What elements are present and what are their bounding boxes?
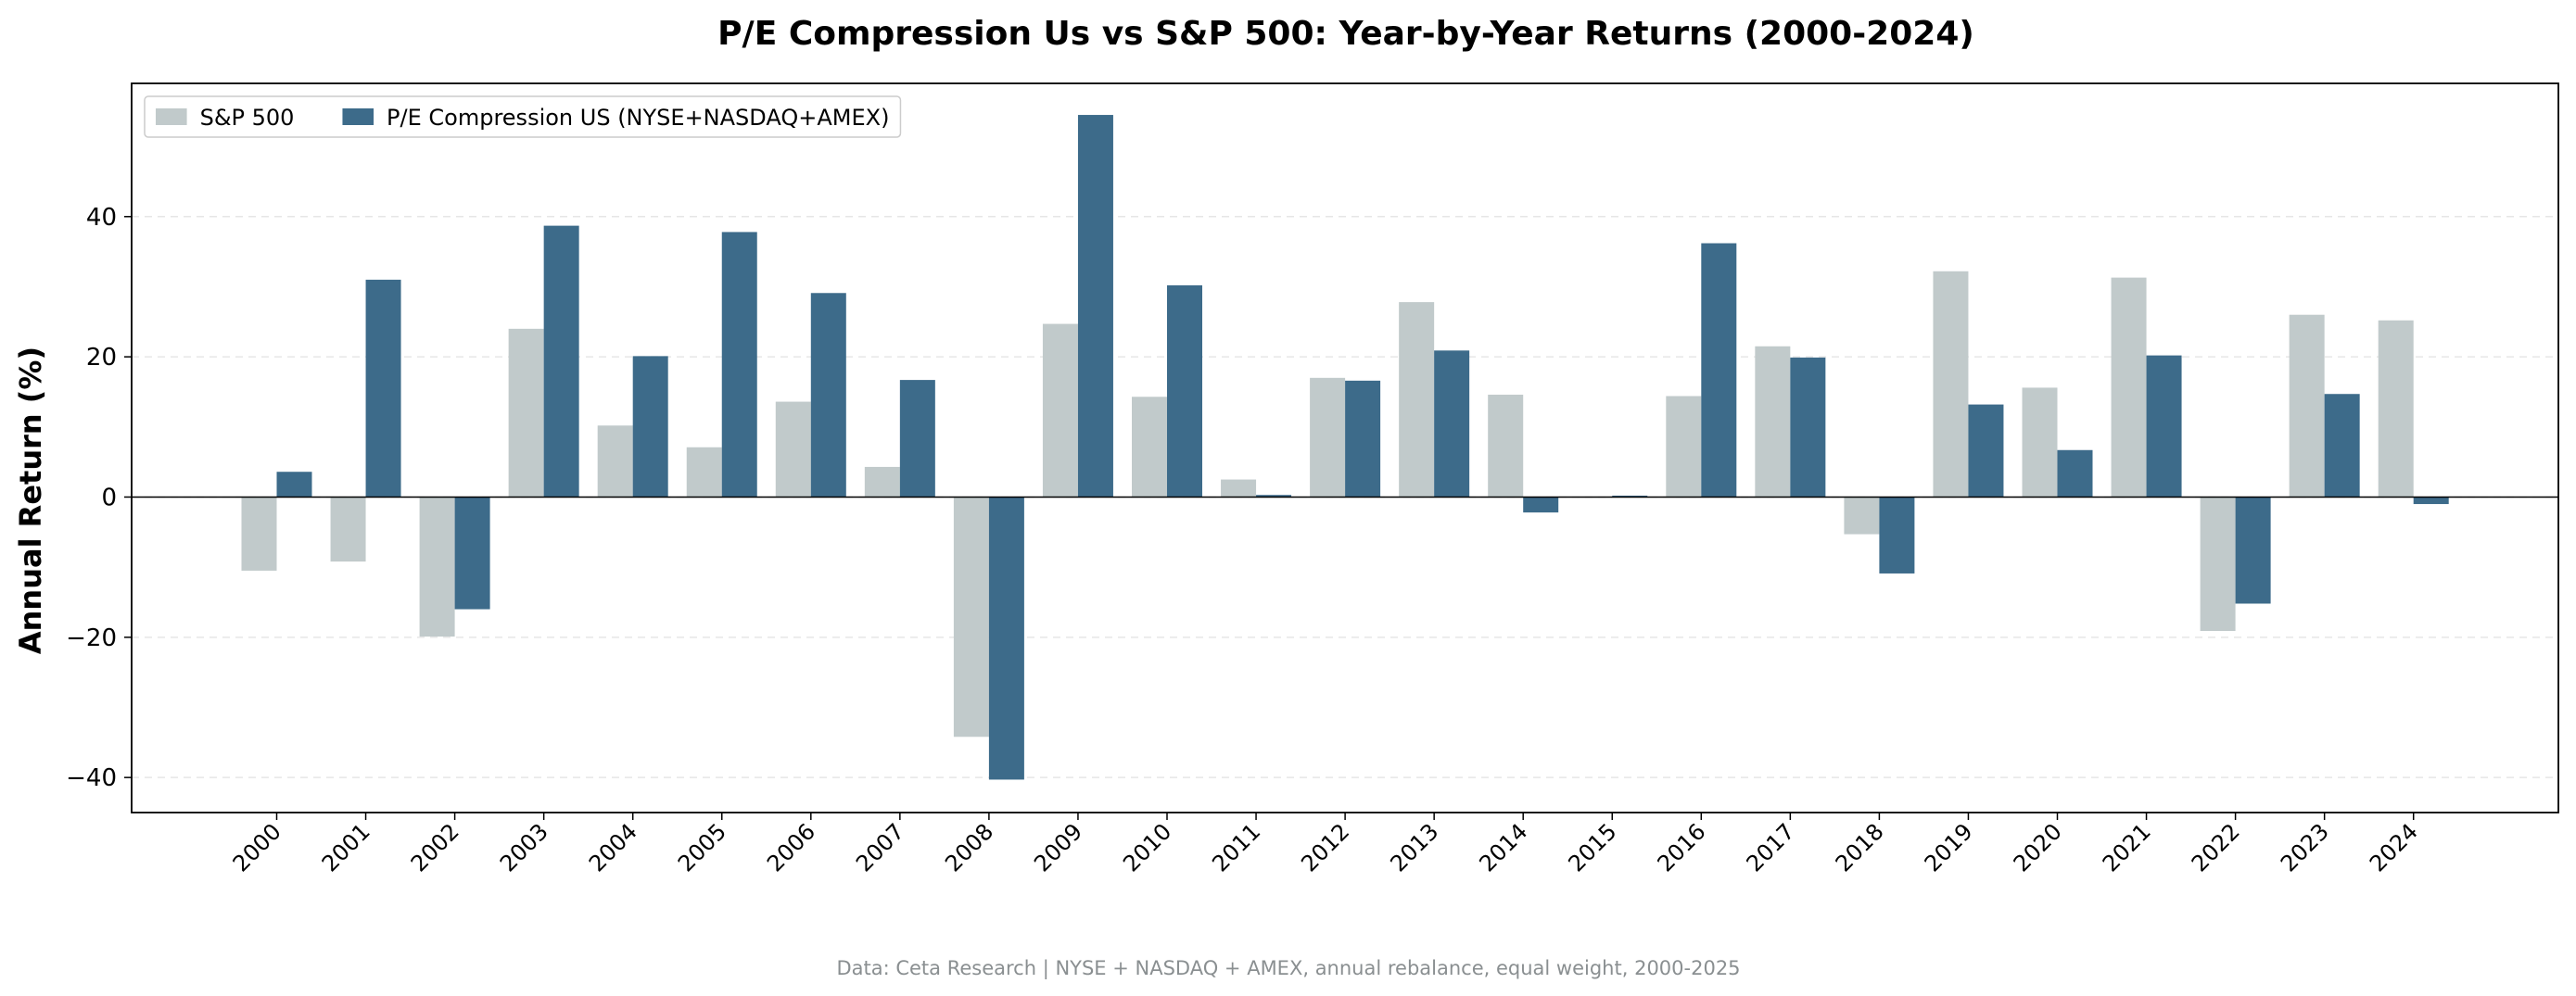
sp500-bar-2011 <box>1221 479 1257 498</box>
sp500-bar-2010 <box>1132 397 1167 498</box>
legend: S&P 500 P/E Compression US (NYSE+NASDAQ+A… <box>144 95 902 138</box>
sp500-bar-2005 <box>686 447 722 498</box>
pe-compression-bar-2010 <box>1167 284 1202 498</box>
y-tick-label: 0 <box>101 484 117 511</box>
sp500-bar-2002 <box>419 497 455 637</box>
sp500-bar-2009 <box>1042 323 1078 498</box>
y-tick-label: −20 <box>66 624 117 652</box>
x-tick-label-2014: 2014 <box>1474 818 1532 876</box>
legend-label: P/E Compression US (NYSE+NASDAQ+AMEX) <box>387 105 889 131</box>
pe-compression-bar-2009 <box>1077 115 1113 498</box>
pe-compression-bar-2011 <box>1256 495 1292 498</box>
sp500-bar-2023 <box>2289 314 2325 498</box>
pe-compression-bar-2002 <box>454 497 490 610</box>
x-tick-label-2023: 2023 <box>2276 818 2334 876</box>
pe-compression-bar-2000 <box>276 472 312 498</box>
pe-compression-bar-2003 <box>543 225 579 498</box>
x-tick-label-2016: 2016 <box>1653 818 1711 876</box>
pe-compression-bar-2018 <box>1879 497 1915 574</box>
sp500-bar-2004 <box>597 425 633 498</box>
sp500-bar-2001 <box>330 497 366 562</box>
pe-compression-bar-2024 <box>2413 497 2449 505</box>
x-tick-label-2024: 2024 <box>2365 818 2423 876</box>
pe-compression-bar-2016 <box>1701 243 1737 498</box>
sp500-bar-2006 <box>775 401 811 498</box>
sp500-bar-2021 <box>2111 277 2147 498</box>
x-axis: 2000 2001 2002 2003 2004 2005 2006 2007 2008 2009… <box>228 813 2423 876</box>
x-tick-label-2017: 2017 <box>1742 818 1800 876</box>
y-tick-label: −40 <box>66 764 117 792</box>
pe-compression-bar-2017 <box>1790 357 1826 498</box>
x-tick-label-2021: 2021 <box>2098 818 2156 876</box>
legend-swatch <box>342 108 374 125</box>
y-tick-label: 40 <box>86 204 117 232</box>
sp500-bar-2020 <box>2022 387 2058 498</box>
pe-compression-bar-2005 <box>721 232 757 498</box>
x-tick-label-2000: 2000 <box>228 818 286 876</box>
pe-compression-bar-2020 <box>2057 449 2093 498</box>
pe-compression-bar-2013 <box>1434 350 1470 498</box>
x-tick-label-2019: 2019 <box>1920 818 1978 876</box>
sp500-bar-2024 <box>2378 320 2414 498</box>
x-tick-label-2004: 2004 <box>584 818 642 876</box>
sp500-bar-2003 <box>508 328 544 498</box>
x-tick-label-2007: 2007 <box>851 818 909 876</box>
chart-title: P/E Compression Us vs S&P 500: Year-by-Y… <box>717 15 1974 53</box>
pe-compression-bar-2006 <box>810 293 846 498</box>
x-tick-label-2002: 2002 <box>406 818 464 876</box>
sp500-bar-2019 <box>1933 271 1969 498</box>
x-tick-label-2001: 2001 <box>317 818 375 876</box>
x-tick-label-2022: 2022 <box>2187 818 2245 876</box>
pe-compression-bar-2021 <box>2146 355 2182 498</box>
sp500-bar-2013 <box>1399 302 1435 498</box>
y-tick-label: 20 <box>86 344 117 372</box>
x-tick-label-2012: 2012 <box>1296 818 1354 876</box>
legend-swatch <box>156 108 187 125</box>
x-tick-label-2013: 2013 <box>1385 818 1443 876</box>
sp500-bar-2012 <box>1310 377 1346 498</box>
pe-compression-bar-2022 <box>2235 497 2271 604</box>
x-tick-label-2020: 2020 <box>2009 818 2067 876</box>
x-tick-label-2003: 2003 <box>495 818 553 876</box>
sp500-bar-2000 <box>241 497 277 571</box>
x-tick-label-2005: 2005 <box>673 818 731 876</box>
sp500-bar-2008 <box>953 497 989 738</box>
x-tick-label-2018: 2018 <box>1831 818 1889 876</box>
sp500-bar-2018 <box>1844 497 1880 535</box>
pe-compression-bar-2014 <box>1523 497 1559 513</box>
sp500-bar-2022 <box>2200 497 2236 632</box>
y-axis-label: Annual Return (%) <box>13 347 48 654</box>
x-tick-label-2015: 2015 <box>1564 818 1622 876</box>
sp500-bar-2016 <box>1666 396 1702 498</box>
legend-box <box>144 95 902 138</box>
sp500-bar-2007 <box>864 466 900 498</box>
sp500-bar-2014 <box>1488 394 1524 498</box>
pe-compression-bar-2012 <box>1345 380 1381 498</box>
pe-compression-bar-2019 <box>1968 404 2004 498</box>
sp500-bar-2017 <box>1755 346 1791 498</box>
pe-compression-bar-2004 <box>632 356 668 498</box>
y-axis: −40 −20 0 20 40 <box>66 204 132 792</box>
pe-compression-bar-2007 <box>899 380 935 498</box>
pe-compression-bar-2015 <box>1612 495 1648 498</box>
x-tick-label-2010: 2010 <box>1118 818 1176 876</box>
pe-compression-bar-2023 <box>2324 394 2360 498</box>
x-tick-label-2011: 2011 <box>1207 818 1265 876</box>
pe-compression-bar-2008 <box>988 497 1024 780</box>
bars <box>241 115 2449 780</box>
x-tick-label-2009: 2009 <box>1029 818 1087 876</box>
x-tick-label-2006: 2006 <box>762 818 820 876</box>
pe-compression-bar-2001 <box>365 279 401 498</box>
x-tick-label-2008: 2008 <box>940 818 998 876</box>
legend-label: S&P 500 <box>200 105 295 131</box>
footer-note: Data: Ceta Research | NYSE + NASDAQ + AM… <box>836 957 1740 980</box>
